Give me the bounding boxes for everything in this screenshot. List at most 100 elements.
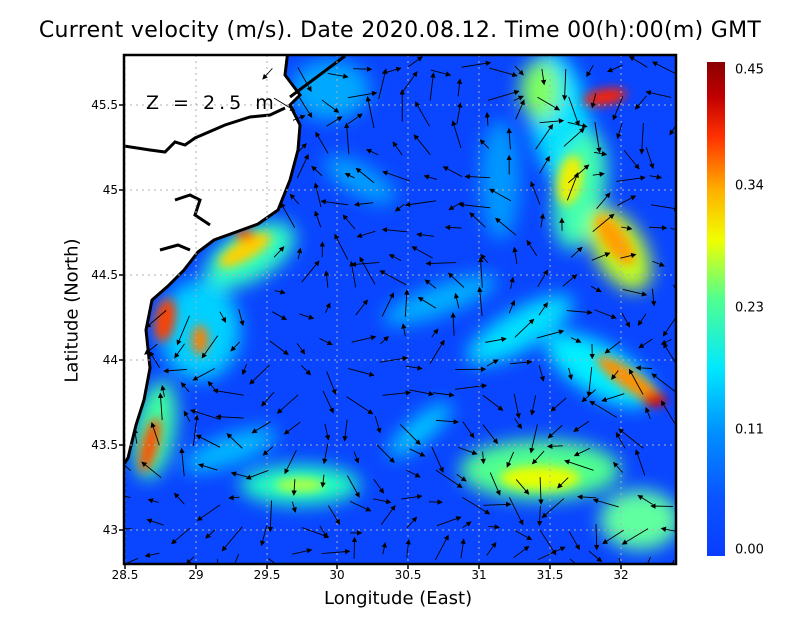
velocity-arrow: [291, 479, 297, 496]
velocity-arrow: [634, 449, 646, 476]
velocity-arrow: [615, 431, 626, 449]
velocity-arrow: [506, 451, 515, 468]
velocity-arrow: [639, 123, 645, 155]
velocity-arrow: [292, 114, 306, 121]
colorbar-tick-label: 0.00: [735, 542, 764, 558]
velocity-arrow: [464, 173, 491, 180]
velocity-arrow: [506, 127, 512, 150]
velocity-arrow: [515, 99, 525, 120]
velocity-arrow: [458, 202, 491, 209]
velocity-arrow: [324, 302, 331, 313]
velocity-arrow: [171, 527, 191, 545]
y-tick-label: 43.5: [91, 438, 118, 452]
velocity-arrow: [413, 134, 431, 155]
velocity-arrow: [436, 419, 459, 425]
x-tick-label: 29.5: [253, 568, 281, 582]
speed-patch: [600, 490, 676, 550]
velocity-arrow: [180, 382, 190, 393]
velocity-arrow: [557, 477, 569, 489]
speed-hotspot: [235, 230, 255, 240]
velocity-arrow: [604, 341, 621, 354]
velocity-arrow: [456, 78, 463, 97]
velocity-arrow: [320, 474, 326, 488]
velocity-arrow: [314, 210, 322, 228]
velocity-arrow: [482, 424, 499, 445]
velocity-arrow: [447, 272, 465, 288]
velocity-arrow: [267, 500, 274, 533]
velocity-arrow: [249, 364, 270, 385]
velocity-arrow: [394, 203, 405, 212]
velocity-arrow: [241, 363, 247, 376]
colorbar: [707, 62, 725, 556]
velocity-arrow: [488, 524, 500, 530]
velocity-arrow: [509, 276, 515, 289]
velocity-arrow: [621, 528, 649, 545]
velocity-arrow: [179, 447, 185, 477]
velocity-arrow: [291, 501, 297, 513]
velocity-arrow: [355, 167, 375, 184]
velocity-arrow: [442, 166, 463, 177]
velocity-arrow: [348, 368, 375, 377]
velocity-arrow: [620, 252, 637, 259]
plot-frame: [122, 53, 678, 566]
velocity-arrow: [435, 469, 463, 488]
velocity-arrow: [577, 494, 597, 500]
velocity-arrow: [648, 225, 668, 231]
velocity-arrow: [509, 359, 533, 365]
velocity-arrow: [259, 525, 268, 547]
velocity-arrow: [591, 252, 611, 261]
velocity-arrow: [513, 393, 521, 419]
velocity-arrow: [334, 233, 349, 260]
velocity-arrow: [144, 343, 158, 355]
speed-hotspot: [557, 155, 583, 205]
velocity-arrow: [486, 541, 497, 556]
velocity-arrow: [495, 217, 517, 236]
velocity-arrow: [592, 213, 615, 233]
velocity-arrow: [356, 230, 376, 239]
velocity-arrow: [145, 310, 167, 328]
velocity-arrow: [347, 113, 363, 125]
speed-patch: [388, 402, 452, 458]
velocity-arrow: [124, 558, 139, 564]
velocity-arrow: [315, 131, 329, 154]
speed-hotspot: [192, 325, 208, 355]
velocity-arrow: [406, 516, 418, 529]
velocity-arrow: [301, 260, 320, 283]
velocity-arrow: [201, 335, 219, 359]
velocity-arrow: [353, 451, 360, 464]
velocity-arrow: [198, 463, 218, 471]
velocity-arrow: [645, 147, 655, 170]
velocity-arrow: [365, 96, 375, 128]
speed-hotspot: [218, 232, 272, 268]
depth-annotation: Z = 2.5 m: [146, 92, 278, 114]
velocity-arrow: [651, 61, 676, 74]
velocity-arrow: [537, 96, 561, 111]
velocity-arrow: [462, 521, 472, 529]
velocity-arrow: [405, 538, 411, 558]
velocity-arrow: [289, 193, 300, 205]
velocity-arrow: [347, 475, 360, 498]
x-tick-label: 31: [471, 568, 487, 582]
velocity-arrow: [404, 289, 410, 317]
velocity-arrow: [349, 500, 372, 512]
velocity-arrow: [568, 96, 580, 127]
velocity-arrow: [593, 151, 608, 157]
velocity-arrow: [230, 341, 241, 352]
velocity-arrow: [326, 116, 343, 127]
velocity-arrow: [365, 148, 379, 156]
velocity-arrow: [219, 311, 227, 323]
velocity-arrow: [149, 350, 160, 368]
speed-patch: [324, 156, 396, 204]
velocity-arrow: [342, 419, 348, 442]
velocity-arrow: [146, 518, 164, 526]
velocity-arrow: [483, 501, 512, 508]
velocity-arrow: [601, 393, 625, 403]
velocity-arrow: [623, 150, 640, 170]
velocity-arrow: [562, 274, 578, 287]
velocity-arrow: [564, 459, 594, 471]
velocity-arrow: [353, 66, 373, 72]
chart-title: Current velocity (m/s). Date 2020.08.12.…: [38, 18, 762, 43]
velocity-arrow: [353, 201, 374, 207]
velocity-arrow: [538, 477, 544, 505]
velocity-arrow: [381, 227, 408, 233]
